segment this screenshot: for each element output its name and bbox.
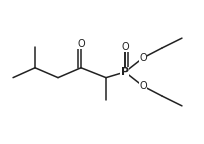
Text: O: O — [77, 39, 85, 49]
Text: O: O — [139, 81, 147, 91]
Text: O: O — [121, 42, 129, 52]
Text: P: P — [121, 67, 129, 77]
Text: O: O — [139, 53, 147, 63]
